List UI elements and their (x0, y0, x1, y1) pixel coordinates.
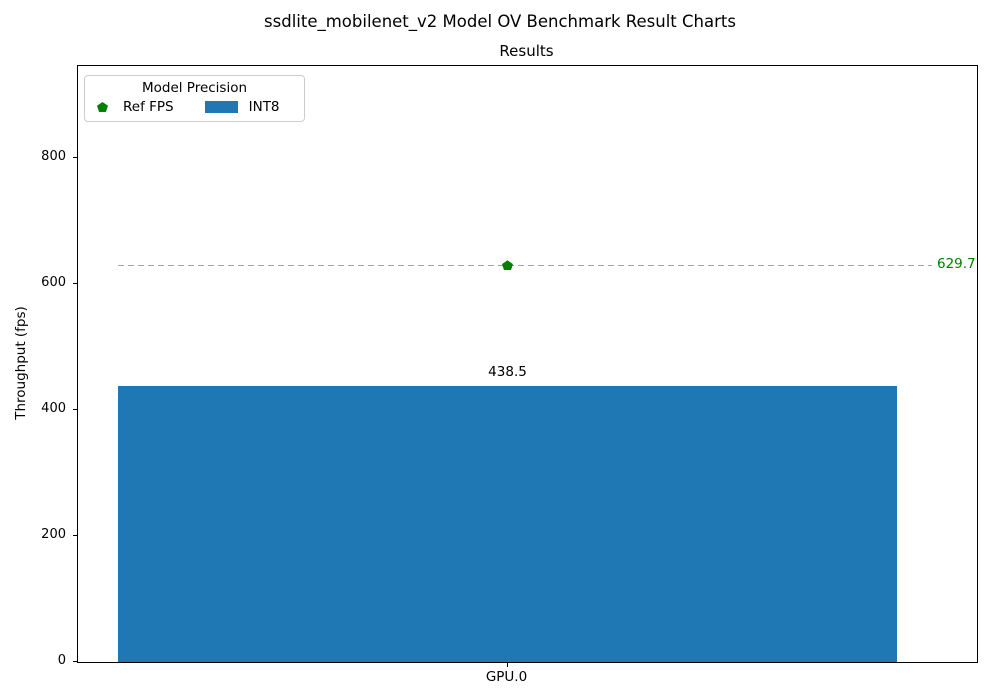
x-tick-mark (506, 663, 508, 667)
bar-int8-gpu0 (118, 385, 897, 662)
y-tick-mark-600 (73, 283, 77, 284)
y-tick-label-200: 200 (41, 527, 66, 542)
legend-item-int8: INT8 (204, 99, 280, 115)
figure-title: ssdlite_mobilenet_v2 Model OV Benchmark … (264, 12, 736, 31)
bar-value-label: 438.5 (488, 363, 527, 380)
y-tick-mark-200 (73, 535, 77, 536)
legend-label-ref-fps: Ref FPS (123, 99, 174, 115)
y-tick-mark-800 (73, 157, 77, 158)
ref-fps-pentagon-marker (502, 260, 513, 271)
legend-title: Model Precision (141, 80, 248, 96)
y-tick-mark-400 (73, 409, 77, 410)
legend-item-ref-fps: Ref FPS (97, 99, 174, 115)
x-tick-label: GPU.0 (485, 669, 528, 685)
legend-items: Ref FPS INT8 (85, 99, 304, 115)
y-tick-label-600: 600 (41, 275, 66, 290)
y-tick-mark-0 (73, 661, 77, 662)
legend-label-int8: INT8 (248, 99, 280, 115)
legend: Model Precision Ref FPS INT8 (84, 75, 305, 122)
axes-title: Results (499, 42, 554, 60)
reference-line (118, 264, 932, 266)
y-tick-label-400: 400 (41, 401, 66, 416)
ref-value-label: 629.7 (936, 256, 976, 273)
plot-area: 438.5 629.7 Model Precision Ref FPS INT8 (77, 65, 978, 663)
y-tick-label-800: 800 (41, 149, 66, 164)
y-tick-label-0: 0 (57, 653, 66, 668)
pentagon-marker-icon (97, 102, 108, 112)
int8-color-swatch-icon (204, 101, 238, 113)
